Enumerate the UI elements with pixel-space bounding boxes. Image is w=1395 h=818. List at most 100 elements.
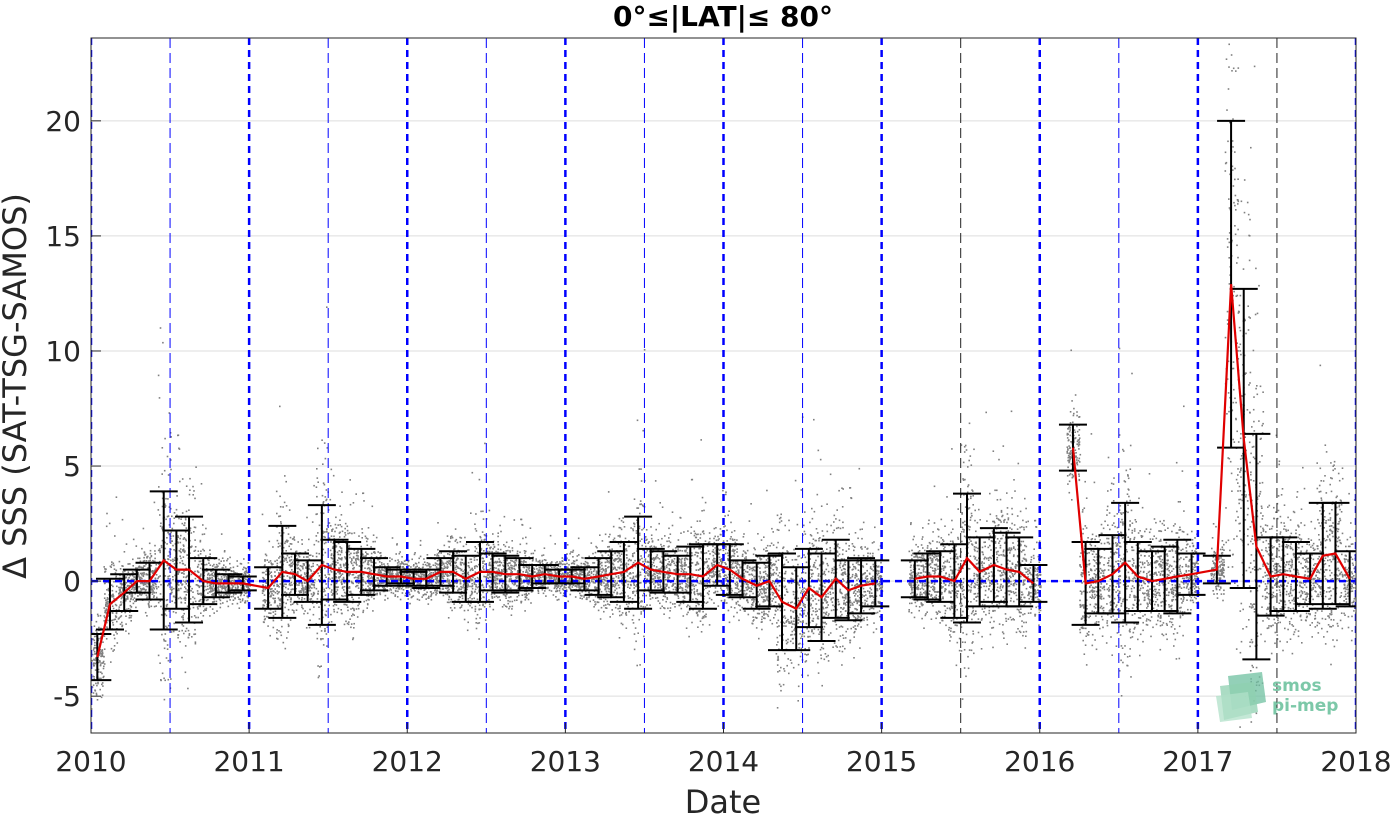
scatter-point: [301, 588, 304, 591]
scatter-point: [199, 598, 202, 601]
scatter-point: [296, 584, 298, 586]
scatter-point: [555, 578, 558, 580]
scatter-point: [350, 623, 353, 625]
scatter-point: [441, 561, 444, 564]
scatter-point: [462, 583, 465, 586]
scatter-point: [380, 576, 382, 579]
scatter-point: [302, 607, 304, 610]
scatter-point: [394, 589, 397, 592]
scatter-point: [404, 575, 407, 577]
scatter-point: [217, 565, 219, 567]
scatter-point: [380, 582, 383, 585]
scatter-point: [527, 578, 530, 581]
scatter-point: [274, 613, 277, 615]
scatter-point: [545, 567, 548, 570]
scatter-point: [383, 576, 386, 579]
scatter-point: [332, 605, 335, 607]
scatter-point: [158, 563, 160, 566]
scatter-point: [361, 537, 363, 539]
scatter-point: [197, 616, 199, 619]
scatter-point: [396, 596, 399, 598]
scatter-point: [414, 589, 416, 592]
scatter-point: [342, 589, 345, 591]
scatter-point: [101, 652, 103, 655]
scatter-point: [351, 558, 353, 560]
scatter-point: [551, 572, 553, 575]
scatter-point: [166, 543, 168, 545]
scatter-point: [175, 508, 178, 511]
scatter-point: [176, 514, 178, 517]
scatter-point: [448, 583, 451, 585]
scatter-point: [508, 579, 511, 582]
scatter-point: [488, 585, 491, 587]
scatter-point: [461, 597, 464, 600]
scatter-point: [554, 584, 556, 587]
scatter-point: [279, 599, 282, 602]
scatter-point: [286, 637, 288, 639]
scatter-point: [231, 603, 234, 605]
scatter-point: [152, 559, 154, 562]
scatter-point: [112, 650, 114, 652]
scatter-point: [405, 563, 407, 565]
scatter-point: [159, 662, 161, 664]
scatter-point: [157, 374, 160, 377]
scatter-point: [220, 585, 223, 588]
scatter-point: [513, 519, 516, 521]
scatter-point: [469, 577, 472, 580]
scatter-point: [313, 543, 316, 546]
scatter-point: [183, 545, 185, 547]
scatter-point: [270, 576, 273, 578]
scatter-point: [411, 558, 413, 561]
scatter-point: [396, 573, 398, 576]
scatter-point: [348, 574, 350, 577]
scatter-point: [564, 563, 567, 566]
scatter-point: [373, 551, 375, 554]
scatter-point: [362, 579, 364, 581]
scatter-point: [510, 564, 512, 567]
scatter-point: [441, 573, 443, 575]
scatter-point: [468, 566, 471, 569]
scatter-point: [442, 567, 444, 570]
scatter-point: [279, 576, 281, 578]
scatter-point: [332, 592, 334, 595]
scatter-point: [325, 587, 328, 589]
scatter-point: [172, 576, 174, 578]
scatter-point: [173, 587, 175, 590]
scatter-point: [400, 587, 403, 590]
scatter-point: [271, 588, 273, 590]
scatter-point: [522, 566, 525, 568]
scatter-point: [427, 583, 429, 585]
scatter-point: [353, 622, 355, 625]
scatter-point: [477, 602, 480, 604]
scatter-point: [374, 586, 376, 589]
scatter-point: [271, 592, 273, 595]
scatter-point: [391, 558, 393, 561]
scatter-point: [194, 556, 196, 558]
scatter-point: [459, 580, 462, 583]
scatter-point: [438, 590, 441, 593]
scatter-point: [482, 604, 484, 606]
scatter-point: [480, 510, 482, 513]
scatter-point: [525, 561, 527, 563]
scatter-point: [370, 574, 372, 576]
scatter-point: [469, 558, 472, 561]
scatter-point: [431, 577, 434, 579]
scatter-point: [306, 516, 308, 519]
scatter-point: [478, 608, 480, 611]
scatter-point: [542, 567, 544, 570]
scatter-point: [101, 649, 104, 651]
scatter-point: [285, 592, 288, 594]
scatter-point: [460, 568, 463, 571]
scatter-point: [153, 605, 156, 608]
scatter-point: [335, 546, 337, 548]
scatter-point: [155, 567, 157, 569]
scatter-point: [371, 505, 374, 508]
scatter-point: [185, 575, 188, 578]
scatter-point: [352, 564, 354, 567]
scatter-point: [228, 594, 231, 597]
scatter-point: [120, 611, 123, 613]
scatter-point: [473, 556, 476, 559]
scatter-point: [525, 569, 528, 571]
scatter-point: [447, 553, 449, 555]
scatter-point: [158, 581, 161, 583]
